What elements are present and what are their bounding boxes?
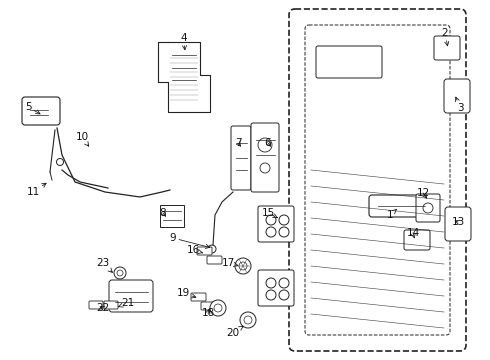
Circle shape	[244, 316, 252, 324]
FancyBboxPatch shape	[258, 270, 294, 306]
Text: 7: 7	[235, 138, 241, 148]
Text: 8: 8	[160, 208, 166, 218]
Text: 22: 22	[97, 303, 110, 313]
Text: 14: 14	[406, 228, 419, 238]
FancyBboxPatch shape	[89, 301, 103, 309]
Text: 23: 23	[97, 258, 112, 273]
FancyBboxPatch shape	[201, 302, 216, 310]
Circle shape	[208, 245, 216, 253]
Circle shape	[423, 203, 433, 213]
Circle shape	[279, 215, 289, 225]
FancyBboxPatch shape	[445, 207, 471, 241]
FancyBboxPatch shape	[207, 256, 222, 264]
Circle shape	[114, 267, 126, 279]
Circle shape	[279, 290, 289, 300]
Text: 20: 20	[226, 326, 243, 338]
FancyBboxPatch shape	[416, 194, 440, 222]
Circle shape	[279, 227, 289, 237]
Text: 19: 19	[176, 288, 196, 298]
FancyBboxPatch shape	[231, 126, 251, 190]
Circle shape	[117, 270, 123, 276]
Text: 5: 5	[24, 102, 40, 114]
Text: 21: 21	[119, 298, 135, 308]
Circle shape	[210, 300, 226, 316]
Circle shape	[266, 215, 276, 225]
FancyBboxPatch shape	[160, 205, 184, 227]
Text: 4: 4	[181, 33, 187, 50]
Text: 15: 15	[261, 208, 277, 218]
Text: 3: 3	[455, 97, 464, 113]
FancyBboxPatch shape	[191, 293, 206, 301]
Text: 9: 9	[170, 233, 210, 248]
Text: 12: 12	[416, 188, 430, 198]
Text: 17: 17	[221, 258, 238, 268]
Text: 11: 11	[26, 183, 46, 197]
FancyBboxPatch shape	[316, 46, 382, 78]
Circle shape	[279, 278, 289, 288]
FancyBboxPatch shape	[369, 195, 433, 217]
FancyBboxPatch shape	[104, 301, 118, 309]
FancyBboxPatch shape	[22, 97, 60, 125]
FancyBboxPatch shape	[258, 206, 294, 242]
FancyBboxPatch shape	[197, 247, 212, 255]
Circle shape	[235, 258, 251, 274]
Text: 6: 6	[265, 138, 271, 148]
Circle shape	[239, 262, 247, 270]
Text: 10: 10	[75, 132, 89, 146]
Circle shape	[266, 278, 276, 288]
Circle shape	[56, 158, 64, 166]
FancyBboxPatch shape	[444, 79, 470, 113]
Text: 2: 2	[441, 28, 449, 46]
Circle shape	[258, 138, 272, 152]
Text: 1: 1	[387, 210, 396, 220]
FancyBboxPatch shape	[109, 280, 153, 312]
Text: 13: 13	[451, 217, 465, 227]
Circle shape	[266, 227, 276, 237]
Circle shape	[266, 290, 276, 300]
FancyBboxPatch shape	[434, 36, 460, 60]
Circle shape	[260, 163, 270, 173]
FancyBboxPatch shape	[251, 123, 279, 192]
Text: 16: 16	[186, 245, 202, 255]
Circle shape	[214, 304, 222, 312]
Circle shape	[240, 312, 256, 328]
FancyBboxPatch shape	[289, 9, 466, 351]
FancyBboxPatch shape	[404, 230, 430, 250]
Text: 18: 18	[201, 308, 215, 318]
